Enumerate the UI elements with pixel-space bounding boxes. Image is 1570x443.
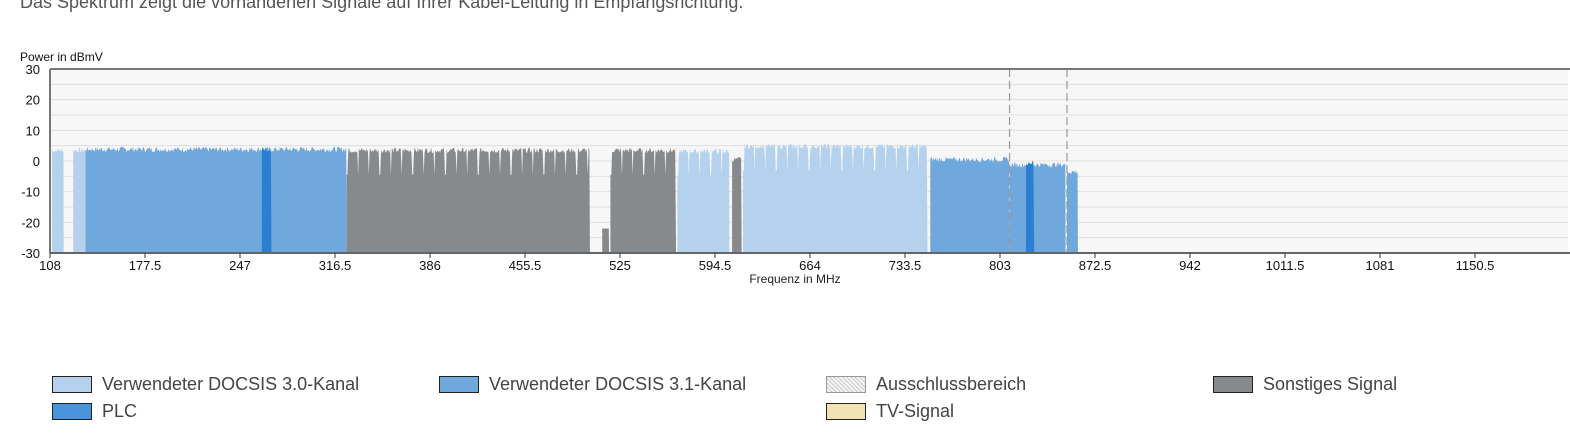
y-tick-label: -10 (21, 185, 40, 200)
x-tick-label: 733.5 (889, 258, 922, 273)
x-tick-label: 872.5 (1079, 258, 1112, 273)
legend-exclusion: Ausschlussbereich (826, 374, 1026, 395)
x-tick-label: 942 (1179, 258, 1201, 273)
legend-label: Verwendeter DOCSIS 3.0-Kanal (102, 374, 360, 394)
intro-text: Das Spektrum zeigt die vorhandenen Signa… (20, 0, 744, 12)
y-tick-label: 0 (33, 154, 40, 169)
x-tick-label: 108 (39, 258, 61, 273)
x-tick-label: 247 (229, 258, 251, 273)
legend-swatch-docsis30 (52, 376, 92, 393)
legend-docsis30: Verwendeter DOCSIS 3.0-Kanal (52, 374, 359, 395)
spectrum-segment-docsis31 (1066, 170, 1078, 253)
legend-swatch-plc (52, 403, 92, 420)
y-tick-label: 20 (26, 93, 40, 108)
legend-plc: PLC (52, 401, 137, 422)
legend-label: Verwendeter DOCSIS 3.1-Kanal (489, 374, 747, 394)
x-tick-label: 1081 (1366, 258, 1395, 273)
x-tick-label: 594.5 (699, 258, 732, 273)
x-tick-label: 1011.5 (1266, 258, 1305, 273)
legend-label: PLC (102, 401, 138, 421)
x-axis-label: Frequenz in MHz (749, 272, 840, 286)
y-tick-label: 30 (26, 62, 40, 77)
y-axis-label: Power in dBmV (20, 50, 103, 64)
spectrum-segment-other (610, 147, 677, 253)
legend-docsis31: Verwendeter DOCSIS 3.1-Kanal (439, 374, 746, 395)
spectrum-segment-plc (261, 146, 272, 253)
legend-other: Sonstiges Signal (1213, 374, 1397, 395)
legend-swatch-tv (826, 403, 866, 420)
y-tick-label: 10 (26, 123, 40, 138)
x-tick-label: 316.5 (319, 258, 352, 273)
x-tick-label: 525 (609, 258, 631, 273)
legend-swatch-docsis31 (439, 376, 479, 393)
legend-swatch-exclusion (826, 376, 866, 393)
spectrum-segment-docsis30 (52, 148, 64, 253)
spectrum-segment-docsis31 (1009, 162, 1066, 253)
x-tick-label: 1150.5 (1456, 258, 1495, 273)
legend-label: Sonstiges Signal (1263, 374, 1398, 394)
x-tick-label: 386 (419, 258, 441, 273)
legend-swatch-other (1213, 376, 1253, 393)
y-tick-label: -20 (21, 215, 40, 230)
spectrum-segment-docsis30 (743, 143, 928, 253)
spectrum-segment-docsis30 (73, 147, 86, 253)
x-tick-label: 455.5 (509, 258, 542, 273)
x-tick-label: 177.5 (129, 258, 162, 273)
spectrum-segment-other (346, 147, 590, 253)
spectrum-segment-other (602, 228, 610, 253)
x-tick-label: 803 (989, 258, 1011, 273)
legend-label: Ausschlussbereich (876, 374, 1027, 394)
spectrum-segment-other (732, 157, 742, 253)
x-tick-label: 664 (799, 258, 821, 273)
spectrum-segment-docsis30 (677, 148, 730, 253)
spectrum-segment-docsis31 (930, 156, 1010, 253)
spectrum-segment-docsis31 (85, 146, 347, 253)
legend-label: TV-Signal (876, 401, 955, 421)
y-tick-label: -30 (21, 246, 40, 261)
spectrum-segment-plc (1025, 160, 1035, 253)
legend-tv: TV-Signal (826, 401, 954, 422)
